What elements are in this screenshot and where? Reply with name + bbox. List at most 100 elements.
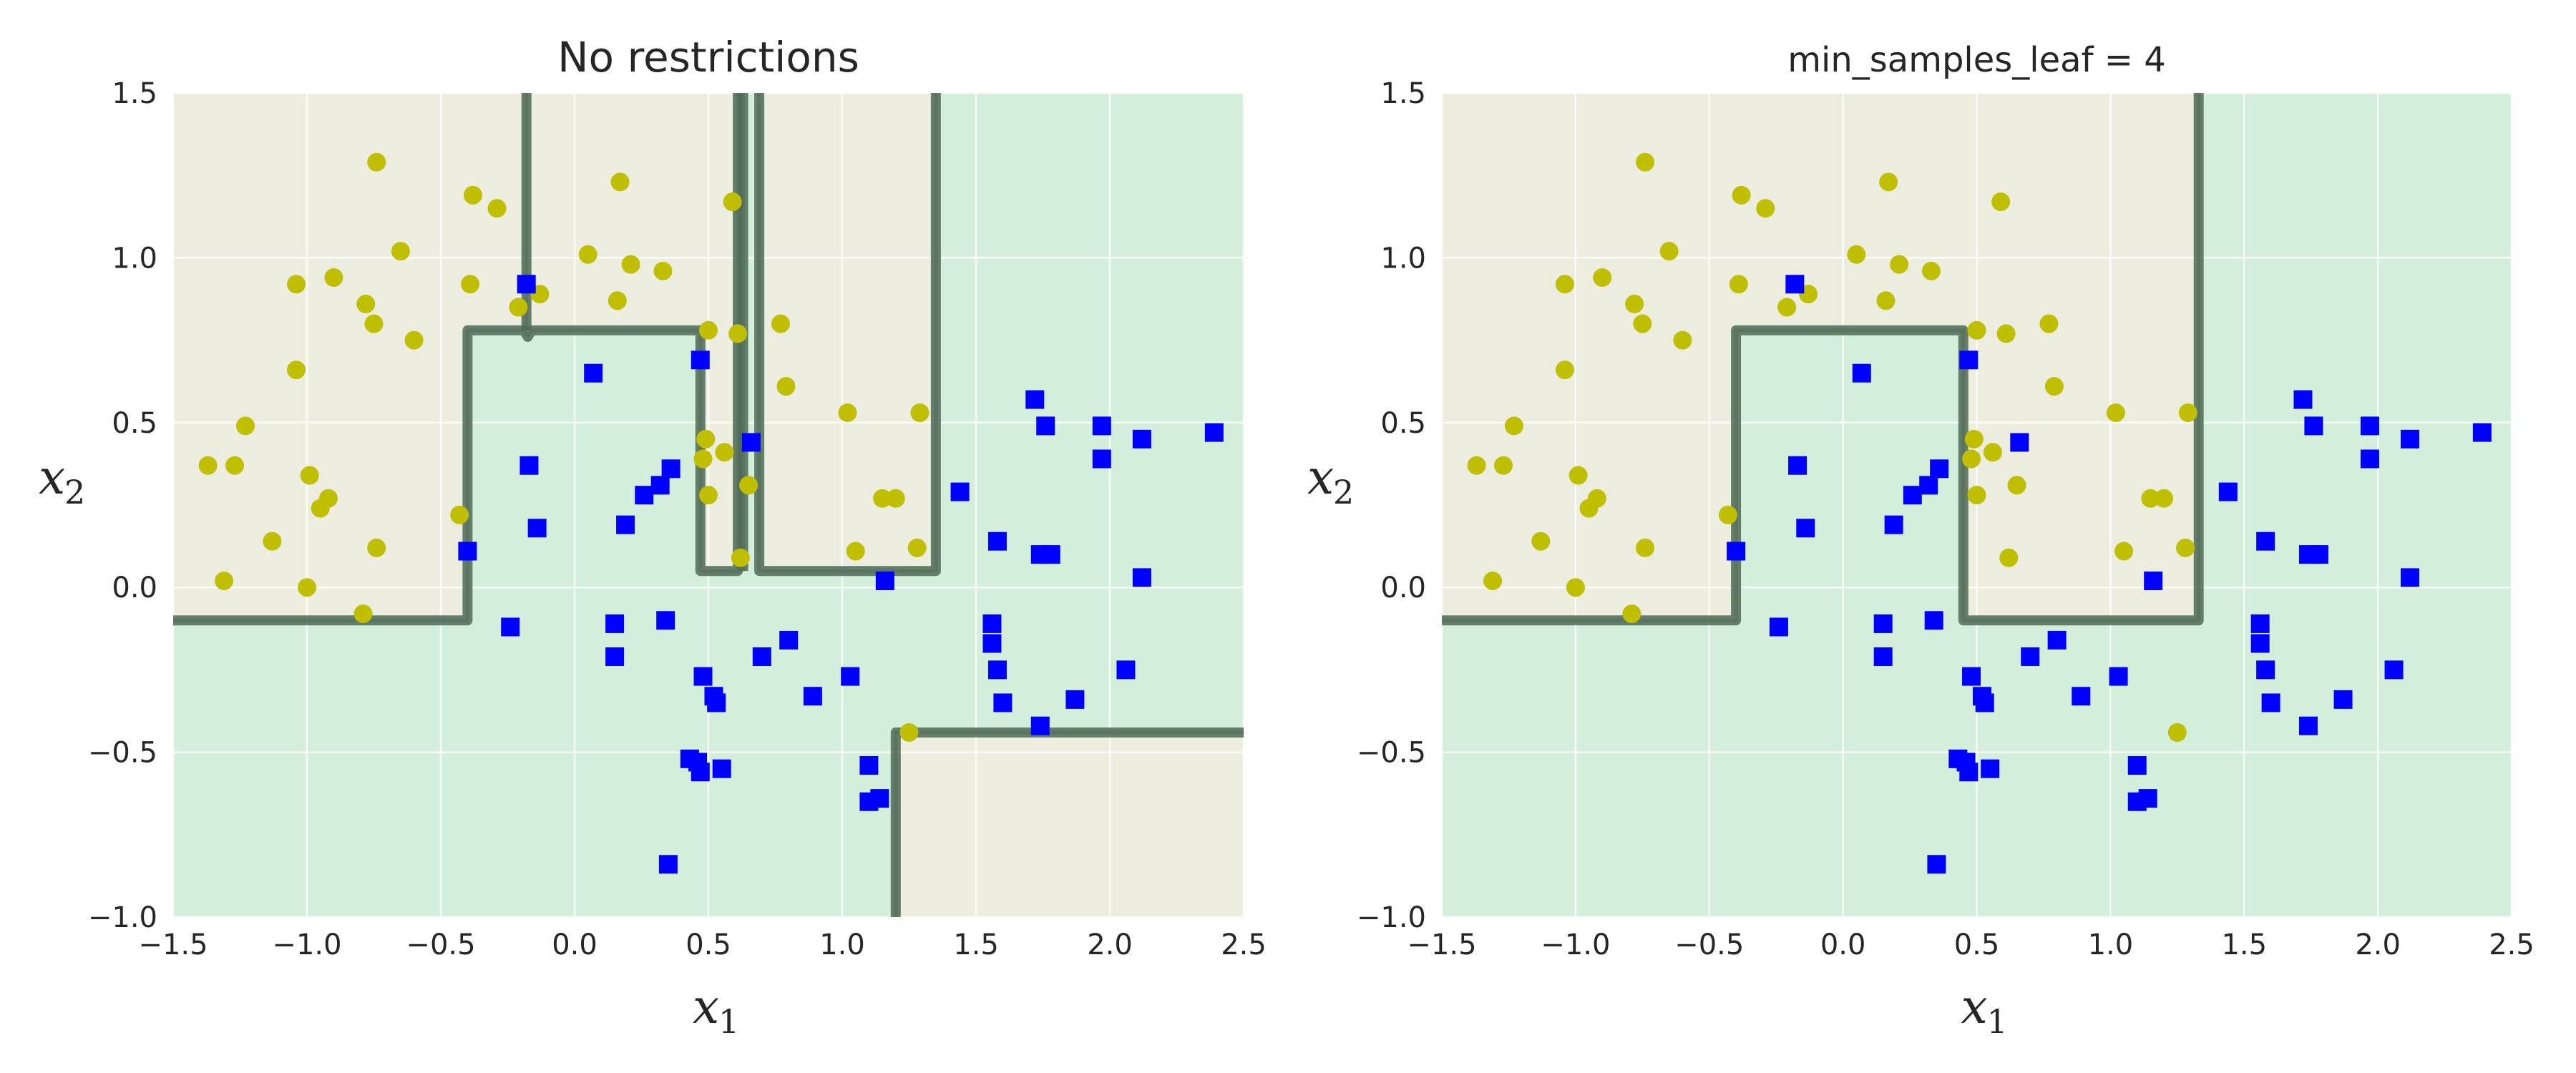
point-class0 xyxy=(225,456,245,475)
point-class1 xyxy=(875,571,894,590)
point-class1 xyxy=(691,351,710,370)
point-class1 xyxy=(950,482,970,501)
point-class1 xyxy=(2360,449,2379,469)
y-tick-label: −1.0 xyxy=(88,901,157,934)
point-class1 xyxy=(993,693,1013,712)
point-class0 xyxy=(215,571,234,590)
point-class0 xyxy=(1718,505,1737,524)
y-axis-label-subscript: 2 xyxy=(64,473,85,511)
point-class1 xyxy=(1116,660,1136,680)
right-panel: −1.5 −1.0 −0.5 0.0 0.5 1.0 1.5 2.0 2.5−1.0−0.50.… xyxy=(1307,40,2534,1041)
point-class0 xyxy=(899,722,919,742)
point-class0 xyxy=(1847,245,1866,264)
chart-title: No restrictions xyxy=(557,33,859,82)
point-class1 xyxy=(1788,456,1807,475)
point-class0 xyxy=(731,548,750,567)
point-class0 xyxy=(1967,320,1986,340)
point-class0 xyxy=(1566,578,1585,597)
point-class0 xyxy=(699,486,718,505)
point-class1 xyxy=(1981,759,2000,778)
point-class0 xyxy=(1962,449,1981,469)
point-class1 xyxy=(1884,515,1903,534)
point-class0 xyxy=(1555,361,1574,380)
point-class0 xyxy=(1967,486,1986,505)
x-tick-label: 2.5 xyxy=(2489,929,2534,961)
point-class1 xyxy=(2360,416,2379,436)
y-tick-label: 0.0 xyxy=(1380,572,1426,604)
point-class1 xyxy=(658,855,678,874)
y-tick-label: 1.0 xyxy=(112,242,157,275)
point-class1 xyxy=(519,456,539,475)
point-class0 xyxy=(298,578,316,597)
point-class0 xyxy=(2167,722,2187,742)
point-class0 xyxy=(771,314,790,333)
point-class1 xyxy=(691,763,710,782)
point-class1 xyxy=(1204,423,1224,442)
y-axis-label: x xyxy=(1307,450,1334,505)
point-class0 xyxy=(907,538,927,557)
point-class0 xyxy=(1622,604,1641,624)
region-class0 xyxy=(1442,93,1737,621)
point-class1 xyxy=(859,756,879,775)
point-class0 xyxy=(715,443,734,462)
point-class1 xyxy=(1796,519,1815,538)
x-tick-label: 2.0 xyxy=(2355,929,2401,961)
point-class1 xyxy=(752,647,771,666)
point-class1 xyxy=(982,634,1002,653)
point-class0 xyxy=(1493,456,1513,475)
point-class1 xyxy=(2109,667,2128,686)
point-class0 xyxy=(318,489,338,508)
point-class1 xyxy=(2261,693,2280,712)
point-class1 xyxy=(605,614,625,633)
x-tick-label: 0.0 xyxy=(552,929,597,961)
point-class1 xyxy=(987,531,1007,551)
point-class0 xyxy=(696,429,716,449)
point-class1 xyxy=(693,667,713,686)
point-class1 xyxy=(2218,482,2238,501)
point-class0 xyxy=(2039,314,2059,333)
point-class1 xyxy=(1959,763,1979,782)
point-class1 xyxy=(1727,542,1746,561)
point-class0 xyxy=(578,245,597,264)
point-class0 xyxy=(1729,275,1748,294)
point-class0 xyxy=(2141,489,2160,508)
point-class0 xyxy=(1587,489,1606,508)
point-class0 xyxy=(487,199,507,218)
y-axis-label: x xyxy=(39,450,65,505)
point-class1 xyxy=(458,542,477,561)
point-class1 xyxy=(661,459,680,479)
point-class1 xyxy=(1030,716,1050,735)
point-class1 xyxy=(2250,614,2270,633)
point-class1 xyxy=(1919,476,1938,495)
point-class1 xyxy=(2127,756,2147,775)
point-class1 xyxy=(2304,416,2323,436)
point-class1 xyxy=(1975,693,1994,712)
x-tick-label: 2.0 xyxy=(1087,929,1133,961)
point-class0 xyxy=(198,456,218,475)
x-tick-label: 0.5 xyxy=(1954,929,2000,961)
region-class0 xyxy=(526,93,701,330)
point-class0 xyxy=(353,604,373,624)
point-class1 xyxy=(1036,416,1055,436)
y-tick-label: 1.5 xyxy=(112,77,157,110)
point-class0 xyxy=(1659,242,1679,261)
point-class1 xyxy=(501,617,520,637)
point-class1 xyxy=(803,687,822,706)
point-class1 xyxy=(2072,687,2091,706)
point-class1 xyxy=(1924,611,1943,630)
point-class1 xyxy=(1903,486,1922,505)
point-class0 xyxy=(1555,275,1574,294)
point-class1 xyxy=(1041,545,1060,564)
point-class0 xyxy=(910,403,930,422)
point-class0 xyxy=(621,255,640,274)
point-class0 xyxy=(1673,330,1692,350)
point-class1 xyxy=(2400,568,2419,587)
point-class0 xyxy=(463,185,482,205)
y-tick-label: 0.5 xyxy=(1380,407,1426,440)
point-class0 xyxy=(2178,403,2197,422)
x-tick-label: 0.5 xyxy=(686,929,731,961)
point-class1 xyxy=(982,614,1002,633)
point-class0 xyxy=(509,298,528,317)
point-class1 xyxy=(1092,416,1111,436)
point-class0 xyxy=(739,476,758,495)
